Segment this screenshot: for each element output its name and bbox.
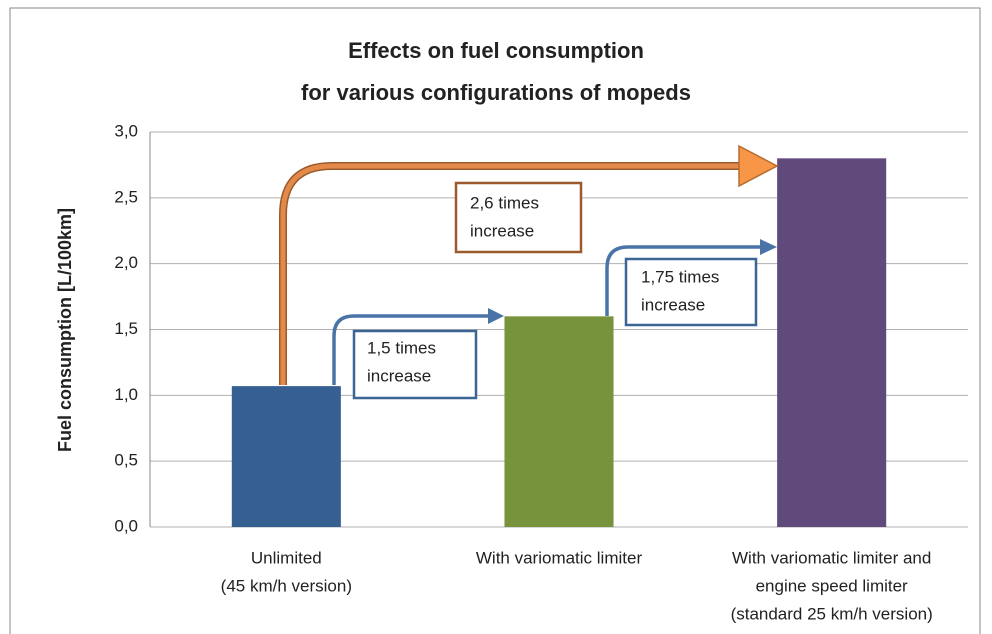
annotations: 2,6 times increase 1,5 times increase 1,75 t…: [279, 144, 779, 400]
arrow-head: [760, 239, 777, 255]
chart-title: for various configurations of mopeds: [301, 80, 691, 105]
y-tick-label: 1,5: [114, 319, 138, 338]
arrow: [280, 163, 742, 385]
chart-title: Effects on fuel consumption: [348, 38, 644, 63]
annotation-box: [352, 329, 478, 400]
bar: [504, 316, 614, 527]
arrow: [332, 314, 490, 385]
bar: [231, 386, 341, 527]
annotation-text: increase: [470, 221, 534, 240]
arrow: [605, 245, 762, 316]
x-tick-label: With variomatic limiter: [476, 548, 643, 567]
y-tick-label: 0,0: [114, 516, 138, 535]
y-tick-label: 2,0: [114, 253, 138, 272]
y-tick-label: 0,5: [114, 451, 138, 470]
y-axis-label: Fuel consumption [L/100km]: [55, 208, 75, 452]
x-tick-label: Unlimited: [251, 548, 322, 567]
plot: 0,0 0,5 1,0 1,5 2,0 2,5 3,0 Unlimited (45 km/h v…: [114, 121, 968, 623]
annotation-box: [454, 181, 583, 254]
annotation-text: 2,6 times: [470, 193, 539, 212]
arrow-head: [488, 308, 504, 324]
annotation-text: 1,75 times: [641, 267, 719, 286]
arrow-head: [738, 144, 779, 188]
x-tick-label: (standard 25 km/h version): [731, 604, 933, 623]
y-tick-label: 3,0: [114, 121, 138, 140]
x-tick-label: engine speed limiter: [756, 576, 908, 595]
x-tick-label: (45 km/h version): [221, 576, 352, 595]
bar: [777, 158, 887, 528]
annotation-text: 1,5 times: [367, 338, 436, 357]
annotation-box: [624, 257, 758, 327]
y-tick-label: 2,5: [114, 187, 138, 206]
annotation-text: increase: [367, 366, 431, 385]
annotation-text: increase: [641, 295, 705, 314]
x-tick-label: With variomatic limiter and: [732, 548, 931, 567]
y-tick-label: 1,0: [114, 385, 138, 404]
